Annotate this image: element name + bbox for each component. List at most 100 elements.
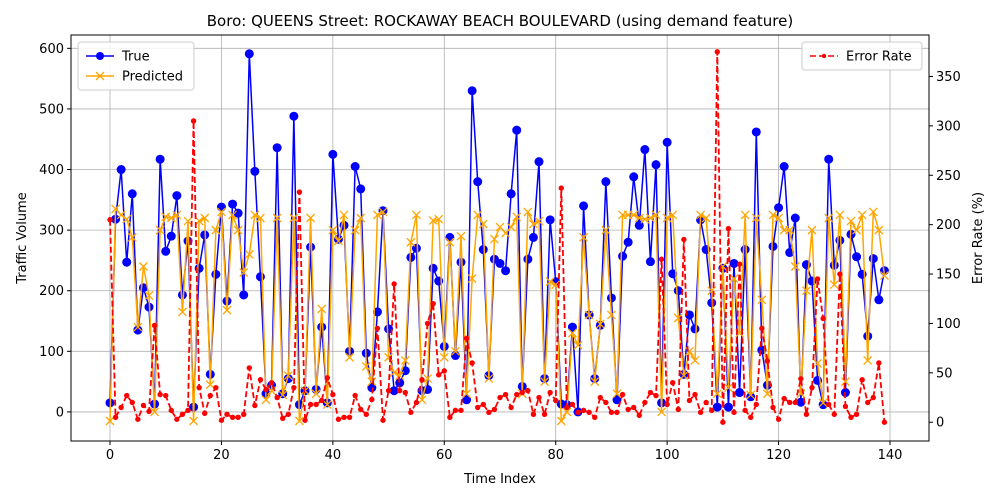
data-point — [467, 86, 477, 96]
series-layer — [105, 49, 889, 426]
data-point — [356, 184, 366, 194]
data-point — [501, 266, 511, 276]
data-point — [725, 225, 732, 232]
data-point — [311, 389, 321, 399]
data-point — [759, 325, 765, 332]
data-point — [686, 397, 693, 404]
data-point — [274, 394, 280, 401]
data-point — [166, 213, 176, 223]
data-point — [196, 384, 202, 391]
data-point — [107, 217, 113, 223]
data-point — [541, 411, 548, 418]
data-point — [787, 399, 793, 406]
data-point — [729, 258, 739, 268]
data-point — [642, 399, 648, 406]
data-point — [612, 389, 622, 399]
data-point — [112, 414, 119, 420]
data-point — [189, 416, 199, 426]
data-point — [257, 377, 264, 383]
data-point — [813, 358, 823, 368]
data-point — [690, 355, 700, 365]
data-point — [528, 219, 538, 229]
x-tick-label: 100 — [655, 448, 680, 463]
data-point — [779, 161, 789, 171]
data-point — [317, 304, 327, 314]
data-point — [402, 389, 408, 396]
legend-entry: True — [86, 50, 150, 65]
data-point — [536, 394, 542, 401]
data-point — [653, 392, 659, 399]
data-point — [606, 310, 616, 320]
data-point — [202, 410, 208, 417]
data-point — [127, 232, 137, 242]
data-point — [662, 213, 672, 223]
data-point — [294, 416, 304, 426]
legend-entry: Error Rate — [810, 50, 912, 65]
data-point — [283, 371, 293, 381]
data-point — [369, 396, 375, 403]
x-tick-label: 40 — [325, 448, 342, 463]
data-point — [272, 213, 282, 223]
data-point — [138, 262, 148, 271]
data-point — [330, 391, 336, 398]
data-point — [177, 290, 187, 300]
legend-frame — [801, 41, 923, 71]
data-point — [746, 390, 756, 400]
data-point — [350, 161, 360, 171]
data-point — [601, 225, 611, 235]
data-point — [774, 203, 784, 213]
data-point — [345, 352, 355, 362]
data-point — [647, 389, 654, 396]
data-point — [696, 210, 706, 220]
data-point — [781, 395, 787, 402]
data-point — [709, 407, 715, 414]
data-point — [456, 231, 466, 241]
data-point — [562, 407, 572, 417]
data-point — [512, 125, 522, 135]
data-point — [122, 257, 132, 267]
data-point — [252, 402, 258, 409]
data-point — [116, 165, 126, 175]
data-point — [417, 395, 427, 405]
data-point — [205, 380, 215, 390]
data-point — [723, 383, 733, 393]
data-point — [489, 234, 499, 244]
data-point — [428, 263, 438, 273]
data-point — [289, 111, 299, 121]
legend-label: True — [121, 50, 150, 65]
data-point — [547, 389, 553, 396]
data-point — [770, 404, 776, 411]
data-point — [224, 411, 230, 418]
data-point — [151, 322, 158, 329]
data-point — [829, 280, 839, 290]
data-point — [523, 254, 533, 264]
data-point — [820, 315, 826, 322]
data-point — [735, 388, 745, 398]
data-point — [564, 404, 570, 411]
data-point — [469, 360, 475, 366]
data-point — [389, 386, 399, 396]
x-axis-title: Time Index — [463, 472, 536, 487]
data-point — [569, 401, 576, 408]
data-point — [619, 391, 626, 398]
data-point — [397, 387, 403, 394]
data-point — [216, 207, 226, 217]
data-point — [244, 49, 254, 59]
data-point — [324, 375, 330, 381]
x-tick-label: 140 — [878, 448, 903, 463]
data-point — [140, 402, 147, 409]
data-point — [645, 213, 655, 223]
legend-label: Predicted — [122, 70, 183, 85]
data-point — [775, 416, 782, 422]
data-point — [679, 371, 689, 381]
data-point — [207, 392, 213, 399]
data-point — [697, 409, 704, 416]
data-point — [374, 325, 381, 332]
data-point — [545, 277, 555, 287]
y-tick-label: 0 — [56, 405, 64, 420]
data-point — [441, 368, 447, 374]
data-point — [519, 389, 525, 396]
data-point — [133, 322, 143, 332]
data-point — [502, 391, 509, 398]
data-point — [291, 384, 297, 391]
